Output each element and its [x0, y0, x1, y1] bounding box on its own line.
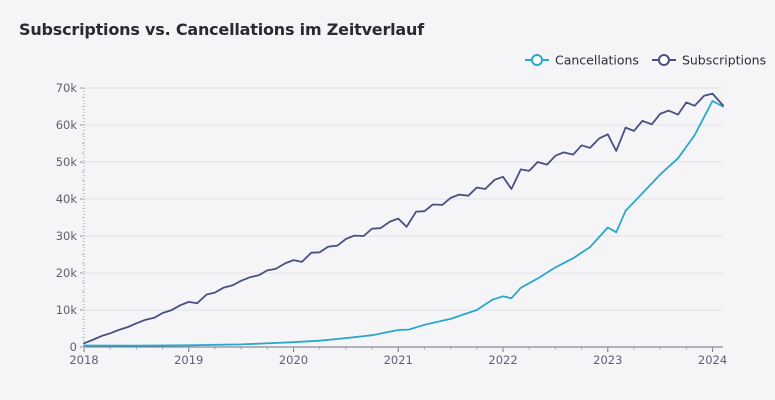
- legend-label: Cancellations: [555, 53, 639, 68]
- legend-marker-icon: [657, 54, 670, 66]
- legend[interactable]: Cancellations Subscriptions: [525, 53, 766, 68]
- x-tick-label: 2018: [69, 353, 98, 367]
- series-line-subscriptions: [83, 92, 724, 345]
- legend-item-cancellations[interactable]: Cancellations: [525, 53, 639, 68]
- x-axis-ticks: 2018 2019 2020 2021 2022 2023 2024: [69, 347, 727, 367]
- y-tick-label: 60k: [56, 118, 78, 132]
- y-tick-label: 30k: [56, 229, 78, 243]
- x-tick-label: 2020: [279, 353, 308, 367]
- x-tick-label: 2024: [698, 353, 727, 367]
- legend-item-subscriptions[interactable]: Subscriptions: [651, 53, 766, 68]
- x-tick-label: 2023: [593, 353, 622, 367]
- series-lines: [83, 92, 724, 347]
- y-tick-label: 70k: [56, 81, 78, 95]
- y-tick-label: 50k: [56, 155, 78, 169]
- series-line-cancellations: [83, 100, 724, 347]
- y-tick-label: 20k: [56, 266, 78, 280]
- x-tick-label: 2019: [174, 353, 203, 367]
- x-tick-label: 2021: [384, 353, 413, 367]
- y-tick-label: 10k: [56, 303, 78, 317]
- y-tick-label: 40k: [56, 192, 78, 206]
- grid-lines: [84, 87, 723, 311]
- chart-title: Subscriptions vs. Cancellations im Zeitv…: [19, 20, 424, 39]
- y-axis-ticks: 0 10k 20k 30k 40k 50k 60k 70k: [56, 81, 84, 354]
- axes: [83, 88, 723, 348]
- y-tick-label: 0: [70, 340, 77, 354]
- x-tick-label: 2022: [488, 353, 517, 367]
- legend-marker-icon: [531, 54, 543, 66]
- legend-label: Subscriptions: [682, 53, 766, 68]
